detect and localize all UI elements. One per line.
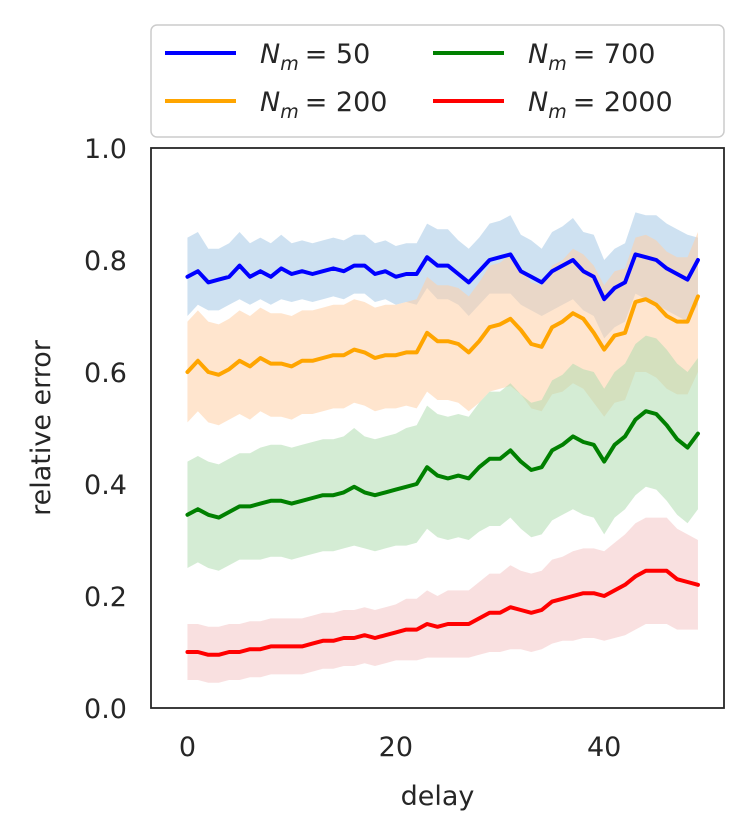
- y-tick-label: 0.4: [84, 470, 127, 501]
- legend-label-nm50: Nm = 50: [260, 39, 370, 75]
- y-tick-label: 0.0: [84, 694, 127, 725]
- x-axis-ticks: 0 20 40: [179, 732, 622, 763]
- band-nm700: [187, 335, 698, 571]
- line-nm50: [185, 252, 700, 302]
- y-tick-label: 0.2: [84, 582, 127, 613]
- legend: Nm = 50 Nm = 200 Nm = 700 Nm = 2000: [150, 24, 725, 138]
- band-nm50: [187, 212, 698, 339]
- legend-label-nm700: Nm = 700: [528, 39, 655, 75]
- y-axis-title: relative error: [26, 339, 57, 516]
- y-tick-label: 0.6: [84, 358, 127, 389]
- line-nm700: [185, 409, 700, 520]
- line-nm2000: [185, 568, 700, 657]
- legend-label-nm2000: Nm = 2000: [528, 87, 673, 123]
- y-tick-label: 0.8: [84, 246, 127, 277]
- x-axis-title: delay: [401, 781, 475, 812]
- y-tick-label: 1.0: [84, 134, 127, 165]
- x-tick-label: 40: [587, 732, 621, 763]
- legend-frame: [150, 24, 725, 138]
- x-tick-label: 0: [179, 732, 196, 763]
- x-tick-label: 20: [379, 732, 413, 763]
- plot-frame: [150, 147, 725, 709]
- y-axis-ticks: 0.0 0.2 0.4 0.6 0.8 1.0: [84, 134, 127, 725]
- series-lines: [185, 252, 700, 657]
- line-nm200: [185, 294, 700, 377]
- legend-label-nm200: Nm = 200: [260, 87, 387, 123]
